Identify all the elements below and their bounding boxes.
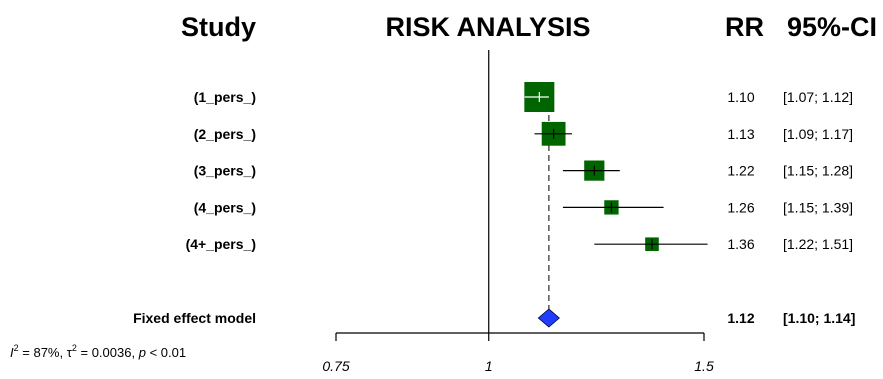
study-rows: (1_pers_) 1.10 [1.07; 1.12] (2_pers_) 1.13 [1… [186, 50, 854, 333]
ci-header: 95%-CI [787, 12, 877, 42]
rr-value: 1.26 [727, 199, 754, 215]
study-label: (4_pers_) [194, 199, 256, 215]
ci-value: [1.22; 1.51] [783, 236, 853, 252]
study-label: (4+_pers_) [186, 236, 256, 252]
x-tick-label: 1.5 [694, 358, 714, 374]
pooled-label: Fixed effect model [133, 310, 256, 326]
study-label: (1_pers_) [194, 89, 256, 105]
pooled-rr-value: 1.12 [727, 310, 754, 326]
study-row: (2_pers_) 1.13 [1.09; 1.17] [194, 121, 853, 146]
study-row: (4_pers_) 1.26 [1.15; 1.39] [194, 199, 853, 215]
study-row: (1_pers_) 1.10 [1.07; 1.12] [194, 82, 853, 112]
pooled-row: Fixed effect model 1.12 [1.10; 1.14] [133, 308, 855, 328]
study-row: (4+_pers_) 1.36 [1.22; 1.51] [186, 236, 854, 252]
rr-value: 1.36 [727, 236, 754, 252]
rr-value: 1.10 [727, 89, 754, 105]
pooled-diamond [537, 308, 560, 328]
x-tick-label: 1 [485, 358, 493, 374]
study-header: Study [181, 12, 256, 42]
chart-title: RISK ANALYSIS [385, 12, 590, 42]
study-label: (2_pers_) [194, 126, 256, 142]
heterogeneity-stats: I2 = 87%, τ2 = 0.0036, p < 0.01 [10, 343, 186, 360]
pooled-ci-value: [1.10; 1.14] [783, 310, 855, 326]
x-axis: 0.75 1 1.5 [322, 332, 714, 374]
rr-value: 1.22 [727, 163, 754, 179]
ci-value: [1.07; 1.12] [783, 89, 853, 105]
study-label: (3_pers_) [194, 163, 256, 179]
study-row: (3_pers_) 1.22 [1.15; 1.28] [194, 160, 853, 181]
ci-value: [1.15; 1.28] [783, 163, 853, 179]
rr-value: 1.13 [727, 126, 754, 142]
x-tick-label: 0.75 [322, 358, 349, 374]
ci-value: [1.09; 1.17] [783, 126, 853, 142]
rr-header: RR [725, 12, 764, 42]
ci-value: [1.15; 1.39] [783, 199, 853, 215]
